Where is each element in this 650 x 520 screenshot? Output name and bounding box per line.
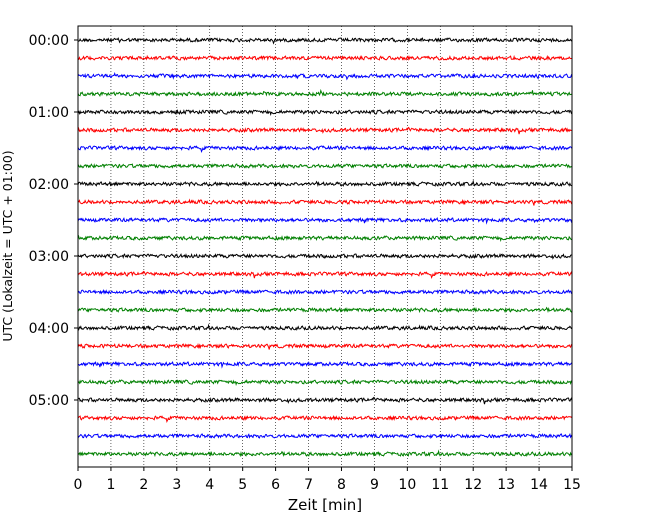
- seismic-trace: [77, 109, 573, 116]
- x-tick-label: 0: [74, 477, 83, 493]
- y-tick-label: 00:00: [29, 33, 69, 49]
- y-axis-label: UTC (Lokalzeit = UTC + 01:00): [0, 150, 15, 341]
- x-tick-label: 13: [497, 477, 515, 493]
- seismic-trace: [77, 234, 573, 242]
- seismic-trace: [77, 396, 573, 405]
- x-tick-label: 3: [172, 477, 181, 493]
- x-tick-label: 9: [370, 477, 379, 493]
- x-tick-label: 8: [337, 477, 346, 493]
- seismic-trace: [77, 379, 573, 386]
- seismic-trace: [77, 37, 573, 45]
- x-tick-label: 2: [139, 477, 148, 493]
- x-tick-label: 14: [530, 477, 548, 493]
- seismic-trace: [77, 163, 573, 170]
- y-tick-label: 01:00: [29, 105, 69, 121]
- x-axis-label: Zeit [min]: [288, 496, 362, 514]
- x-tick-label: 7: [304, 477, 313, 493]
- seismic-trace: [77, 288, 573, 295]
- x-tick-label: 12: [464, 477, 482, 493]
- seismic-trace: [77, 216, 573, 225]
- seismic-trace: [77, 144, 573, 153]
- seismic-trace: [77, 414, 573, 423]
- seismic-trace: [77, 270, 573, 279]
- y-tick-label: 04:00: [29, 321, 69, 337]
- x-tick-label: 5: [238, 477, 247, 493]
- x-tick-label: 6: [271, 477, 280, 493]
- seismic-traces: [77, 37, 573, 458]
- x-tick-label: 1: [106, 477, 115, 493]
- seismic-trace: [77, 432, 573, 440]
- seismic-trace: [77, 179, 573, 188]
- y-tick-label: 02:00: [29, 177, 69, 193]
- seismic-trace: [77, 72, 573, 81]
- seismic-trace: [77, 198, 573, 206]
- seismic-trace: [77, 54, 572, 62]
- x-tick-label: 10: [398, 477, 416, 493]
- seismic-trace: [77, 449, 573, 458]
- seismic-trace: [77, 253, 573, 260]
- seismic-trace: [77, 126, 573, 135]
- x-tick-label: 4: [205, 477, 214, 493]
- seismic-trace: [77, 342, 573, 350]
- y-tick-label: 03:00: [29, 249, 69, 265]
- x-tick-label: 15: [563, 477, 581, 493]
- seismic-trace: [77, 88, 573, 98]
- y-axis-ticks: 00:00 01:00 02:00 03:00 04:00 05:00: [29, 33, 78, 409]
- seismic-trace: [77, 306, 573, 314]
- x-tick-label: 11: [431, 477, 449, 493]
- seismic-trace: [77, 323, 573, 331]
- plot-frame: [77, 25, 573, 468]
- x-axis-ticks: 0 1 2 3 4 5 6 7 8 9 10 11 12 13 14 15: [74, 467, 581, 493]
- y-tick-label: 05:00: [29, 393, 69, 409]
- seismic-trace: [77, 360, 573, 369]
